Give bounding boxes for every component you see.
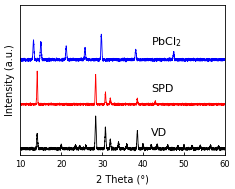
Y-axis label: Intensity (a.u.): Intensity (a.u.) xyxy=(5,44,15,116)
Text: PbCl$_2$: PbCl$_2$ xyxy=(151,36,182,49)
X-axis label: 2 Theta (°): 2 Theta (°) xyxy=(96,174,149,184)
Text: SPD: SPD xyxy=(151,84,174,94)
Text: VD: VD xyxy=(151,128,167,138)
